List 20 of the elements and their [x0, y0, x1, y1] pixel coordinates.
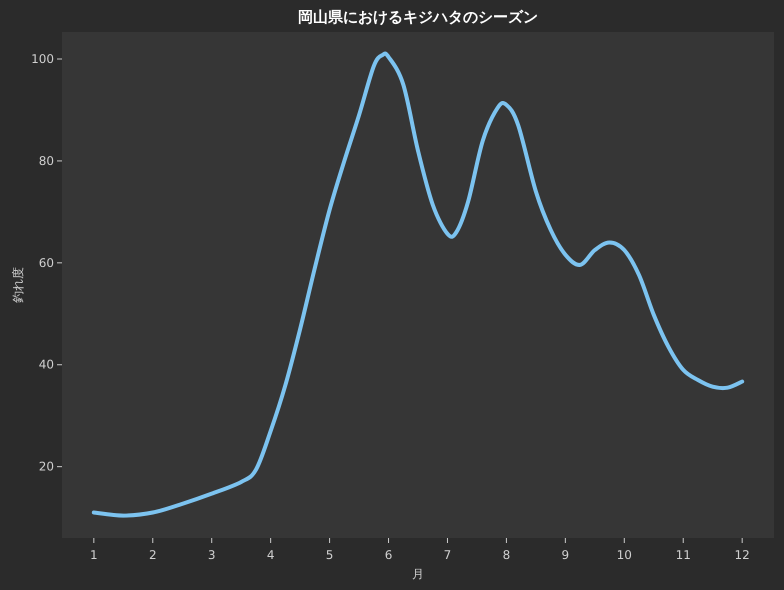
x-tick-label: 3 [208, 548, 216, 562]
chart-title: 岡山県におけるキジハタのシーズン [298, 8, 538, 26]
y-axis-title: 釣れ度 [11, 267, 25, 303]
x-tick-label: 11 [676, 548, 691, 562]
x-tick-label: 8 [502, 548, 510, 562]
y-tick-label: 80 [38, 154, 54, 168]
x-tick-label: 4 [266, 548, 274, 562]
x-tick-label: 12 [734, 548, 750, 562]
y-tick-label: 100 [31, 52, 54, 66]
x-tick-label: 9 [562, 548, 570, 562]
x-tick-label: 6 [384, 548, 392, 562]
y-tick-label: 60 [38, 256, 54, 270]
x-tick-label: 10 [616, 548, 632, 562]
x-tick-label: 1 [90, 548, 98, 562]
y-tick-label: 20 [38, 460, 54, 474]
x-tick-label: 5 [326, 548, 334, 562]
x-axis-title: 月 [412, 567, 424, 581]
x-tick-label: 7 [444, 548, 452, 562]
x-tick-label: 2 [148, 548, 157, 562]
y-tick-label: 40 [38, 358, 54, 372]
